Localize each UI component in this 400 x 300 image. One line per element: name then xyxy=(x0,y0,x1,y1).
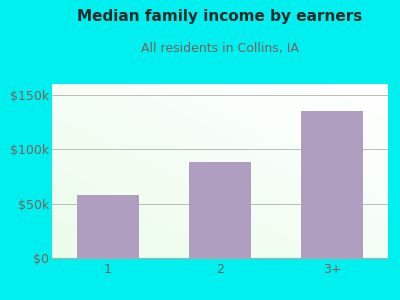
Bar xyxy=(189,162,251,258)
Bar xyxy=(301,111,363,258)
Text: All residents in Collins, IA: All residents in Collins, IA xyxy=(141,42,299,55)
Text: Median family income by earners: Median family income by earners xyxy=(77,9,363,24)
Bar xyxy=(77,195,139,258)
